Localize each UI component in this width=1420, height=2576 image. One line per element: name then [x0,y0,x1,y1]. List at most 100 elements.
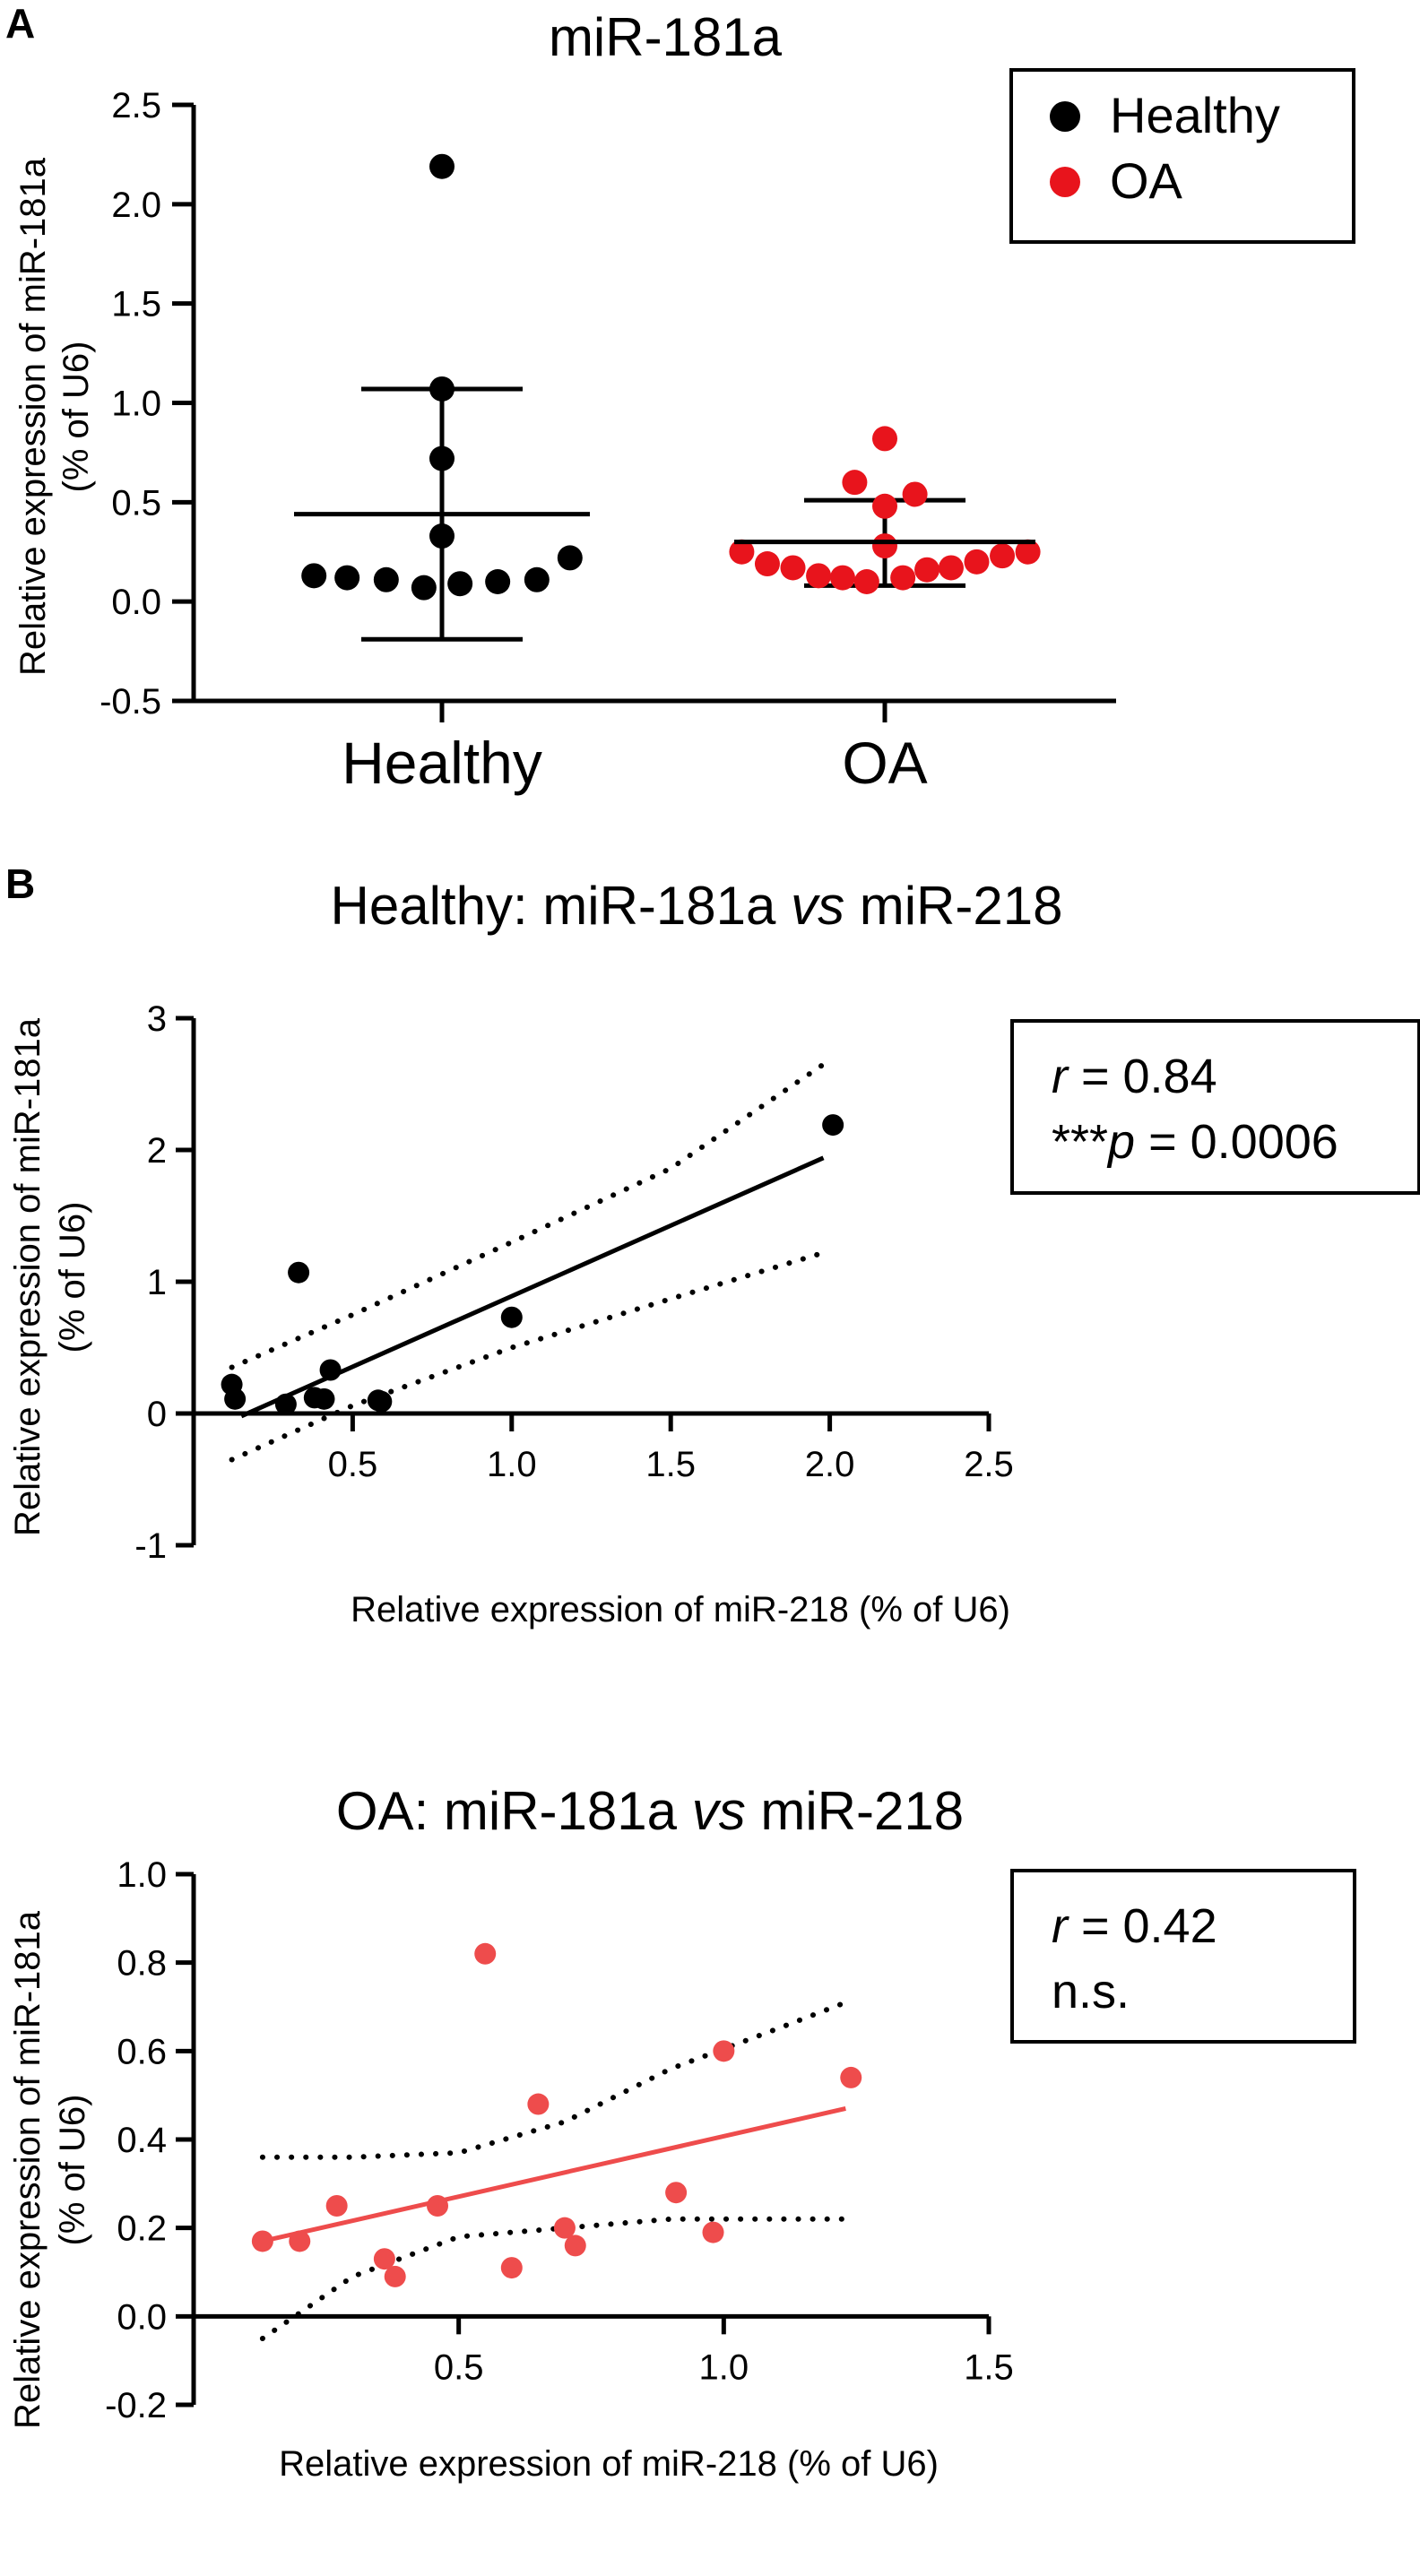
chart-b1-ylabel-line2: (% of U6) [53,1202,92,1353]
chart-a-ytick-label: 0.5 [111,483,161,523]
chart-b1-ylabel-line1: Relative expression of miR-181a [8,1017,48,1536]
chart-b1-p: ***p = 0.0006 [1052,1115,1338,1169]
data-point-oa [890,565,916,591]
chart-b1-ytick-label: -1 [134,1526,167,1566]
chart-a-ylabel-line1: Relative expression of miR-181a [13,157,53,676]
data-point-healthy [557,545,583,571]
chart-a-ytick-label: 2.5 [111,86,161,125]
data-point-oa [806,563,832,589]
data-point-healthy [373,566,399,592]
chart-b2-data-point [713,2040,735,2062]
data-point-healthy [429,153,455,179]
chart-b1-data-point [822,1114,844,1137]
data-point-oa [872,533,897,559]
chart-b2-title-post: miR-218 [746,1781,964,1841]
legend-label-healthy: Healthy [1110,87,1280,143]
chart-b2-title-vs: vs [692,1781,746,1841]
chart-b2-ylabel-line2: (% of U6) [53,2095,92,2246]
data-point-oa [842,470,868,496]
chart-b2-ytick-label: 0.6 [117,2032,167,2071]
chart-b2-data-point [702,2221,724,2243]
chart-b2-data-point [665,2182,688,2204]
chart-a-x-ticks [439,701,888,722]
data-point-oa [914,557,940,583]
chart-b1-p-stars: *** [1052,1115,1108,1169]
panel-a-label: A [5,0,35,47]
chart-b2-regression-line [262,2106,846,2243]
data-point-healthy [334,565,360,591]
data-point-oa [990,543,1016,569]
data-point-oa [729,539,755,565]
chart-b1-xtick-label: 1.0 [487,1445,537,1484]
chart-a-legend: Healthy OA [1009,68,1355,244]
chart-b1-title-vs: vs [791,876,844,936]
chart-b1-title-pre: Healthy: miR-181a [331,876,792,936]
chart-b1-marks [221,1061,844,1463]
chart-b2-ns: n.s. [1052,1965,1130,2018]
chart-b2-data-point [384,2265,406,2287]
chart-b2-ytick-label: 0.4 [117,2121,167,2160]
chart-b1-ytick-label: 0 [147,1395,167,1434]
chart-b1-data-point [288,1261,310,1284]
chart-b2-ylabel: Relative expression of miR-181a (% of U6… [8,1910,92,2429]
data-point-healthy [447,571,473,597]
chart-b1-ytick-label: 3 [147,999,167,1039]
chart-b1-title-post: miR-218 [844,876,1062,936]
data-point-oa [872,426,897,452]
data-point-healthy [429,445,455,471]
chart-b2-title-pre: OA: miR-181a [336,1781,692,1841]
chart-b2-data-point [553,2217,576,2239]
chart-b2-data-point [474,1942,497,1965]
chart-b1-stats-box: r = 0.84 ***p = 0.0006 [1010,1019,1420,1195]
legend-label-oa: OA [1110,152,1183,209]
chart-a-ytick-label: 1.0 [111,385,161,424]
chart-a-title: miR-181a [549,7,783,67]
data-point-healthy [429,523,455,549]
chart-b1-r-value: = 0.84 [1068,1050,1217,1103]
data-point-healthy [485,569,511,594]
chart-b1-xtick-label: 0.5 [328,1445,378,1484]
chart-b2-ytick-label: 0.0 [117,2297,167,2337]
data-point-oa [780,555,806,581]
chart-b2-ytick-label: 1.0 [117,1855,167,1895]
series-oa [729,426,1041,594]
chart-b1-p-value: = 0.0006 [1135,1115,1338,1169]
chart-b2-data-point [427,2195,449,2217]
data-point-oa [754,551,780,577]
chart-b2-stats-box: r = 0.42 n.s. [1010,1869,1356,2044]
chart-b1-data-point [274,1393,297,1415]
chart-b1-axes: -1 0 1 2 3 0.5 1.0 1.5 2.0 2.5 [134,999,1013,1566]
data-point-healthy [411,575,437,601]
chart-b1-ylabel: Relative expression of miR-181a (% of U6… [8,1017,92,1536]
chart-b2-r-symbol: r [1052,1899,1069,1953]
chart-b2-ytick-label: 0.2 [117,2209,167,2249]
data-point-healthy [429,376,455,402]
chart-b1-ci-upper [229,1061,827,1370]
data-point-oa [872,493,897,519]
chart-a-ytick-label: -0.5 [100,682,161,722]
panel-b-label: B [5,860,35,907]
series-healthy [294,153,590,642]
chart-b2-r-value: = 0.42 [1068,1899,1217,1953]
chart-b2-xtick-label: 1.0 [699,2347,749,2387]
data-point-healthy [301,563,327,589]
chart-b1-data-point [370,1390,393,1413]
chart-b2-data-point [325,2195,348,2217]
chart-b2-xlabel: Relative expression of miR-218 (% of U6) [279,2444,939,2484]
chart-b2-xtick-label: 0.5 [434,2347,484,2387]
chart-b2-data-point [500,2257,523,2279]
chart-b2-data-point [527,2093,550,2115]
chart-a-ylabel: Relative expression of miR-181a (% of U6… [13,157,96,676]
chart-b2-axes: -0.2 0.0 0.2 0.4 0.6 0.8 1.0 0.5 1.0 1.5 [105,1855,1014,2425]
legend-box [1009,68,1355,244]
chart-b1-p-symbol: p [1106,1115,1135,1169]
chart-b1-ytick-label: 2 [147,1131,167,1171]
chart-a-ytick-label: 1.5 [111,285,161,324]
chart-b1-r-symbol: r [1052,1050,1069,1103]
chart-b2-r: r = 0.42 [1052,1899,1217,1953]
chart-b1-data-point [319,1359,342,1381]
legend-marker-healthy [1050,101,1080,132]
chart-a-ytick-label: 0.0 [111,583,161,622]
chart-b2-title: OA: miR-181a vs miR-218 [336,1781,964,1841]
